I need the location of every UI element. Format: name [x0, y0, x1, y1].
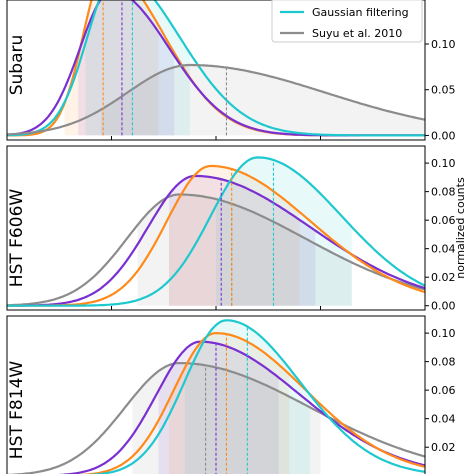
panel-2: 0.02 0.04 0.06 0.08 0.10 HST F814W: [6, 315, 456, 474]
series-line-3: [7, 63, 425, 136]
series-line-2: [7, 0, 425, 137]
panel-frame: [6, 315, 426, 474]
plot-area: [7, 0, 425, 137]
row-label-1: HST F606W: [7, 189, 27, 288]
band-2: [169, 166, 300, 306]
y-tick-label-3: 0.06: [431, 214, 456, 227]
y-tick-label-5: 0.10: [431, 157, 456, 170]
band-0: [137, 194, 352, 306]
y-tick-label-4: 0.10: [431, 327, 456, 340]
band-1: [169, 176, 316, 306]
series-line-0: [7, 362, 425, 474]
y-tick-label-1: 0.05: [431, 84, 456, 97]
series-line-0: [7, 193, 425, 307]
panel-1: 0.00 0.02 0.04 0.06 0.08 0.10 HST F606W normali…: [6, 145, 467, 313]
series-line-3: [7, 156, 425, 307]
legend-box: [271, 0, 423, 43]
y-tick-label-1: 0.04: [431, 413, 456, 426]
y-tick-label-0: 0.00: [431, 129, 456, 142]
panel-0: 0.00 0.05 0.10 Subaru Gaussian filtering Suyu…: [6, 0, 456, 142]
y-tick-label-2: 0.06: [431, 384, 456, 397]
y-tick-label-2: 0.10: [431, 38, 456, 51]
y-tick-label-3: 0.08: [431, 356, 456, 369]
y-tick-label-4: 0.08: [431, 186, 456, 199]
band-3: [101, 65, 425, 136]
row-label-2: HST F814W: [7, 361, 27, 460]
row-label-0: Subaru: [7, 35, 27, 96]
plot-area: [7, 319, 425, 474]
band-2: [169, 333, 290, 474]
series-line-2: [78, 331, 425, 474]
series-line-3: [88, 319, 425, 474]
legend-label-0: Gaussian filtering: [312, 6, 409, 19]
y-axis-label: normalized counts: [454, 177, 467, 279]
band-3: [216, 157, 352, 306]
y-tick-label-2: 0.04: [431, 243, 456, 256]
legend: Gaussian filtering Suyu et al. 2010: [271, 0, 423, 43]
band-1: [78, 0, 175, 136]
series-line-2: [7, 164, 425, 307]
plot-area: [7, 156, 425, 307]
legend-label-1: Suyu et al. 2010: [312, 27, 402, 40]
series-line-1: [57, 340, 425, 474]
y-tick-label-1: 0.02: [431, 271, 456, 284]
y-tick-label-0: 0.02: [431, 441, 456, 454]
y-tick-label-0: 0.00: [431, 300, 456, 313]
